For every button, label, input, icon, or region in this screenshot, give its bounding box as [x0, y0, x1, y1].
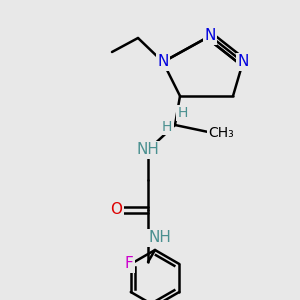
Text: CH₃: CH₃	[208, 126, 234, 140]
Text: H: H	[178, 106, 188, 120]
Text: O: O	[110, 202, 122, 217]
Text: F: F	[124, 256, 133, 272]
Text: NH: NH	[136, 142, 159, 158]
Text: H: H	[162, 120, 172, 134]
Text: NH: NH	[148, 230, 171, 245]
Text: N: N	[237, 55, 249, 70]
Text: N: N	[157, 55, 169, 70]
Text: N: N	[204, 28, 216, 44]
